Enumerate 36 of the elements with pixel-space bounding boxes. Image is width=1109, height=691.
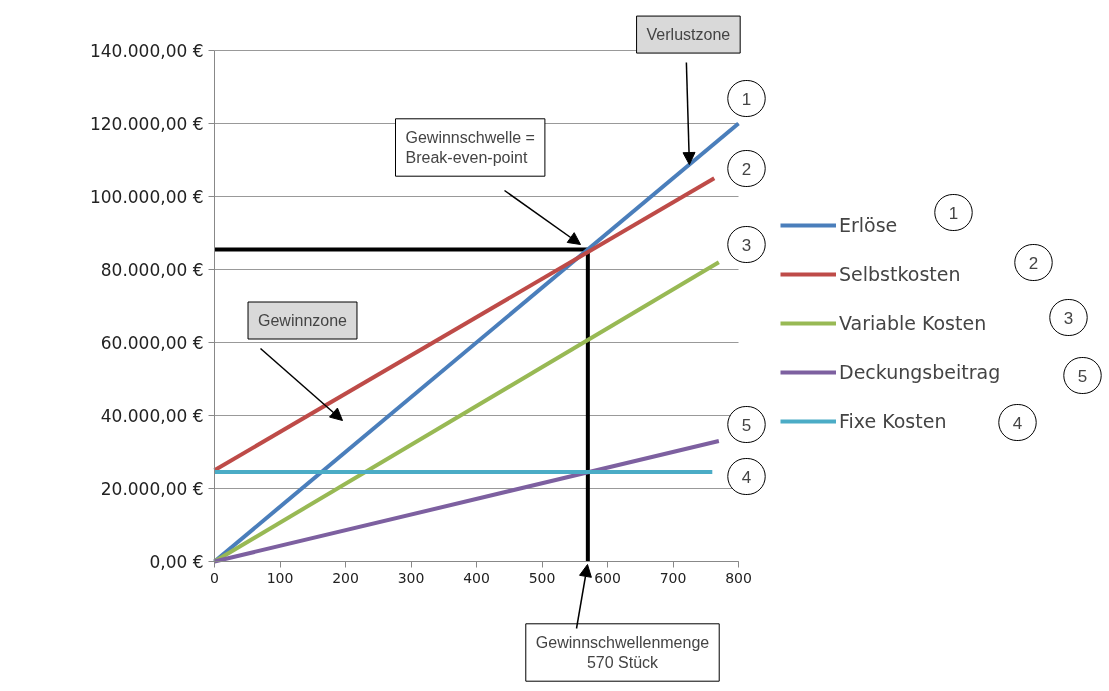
text: 4 bbox=[1012, 413, 1023, 433]
y-tick-label: 140.000,00 € bbox=[89, 40, 204, 61]
text: 3 bbox=[1063, 308, 1074, 328]
legend-label: Erlöse bbox=[839, 214, 898, 236]
x-tick-label: 400 bbox=[463, 569, 490, 586]
y-tick-label: 80.000,00 € bbox=[100, 259, 204, 280]
legend-label: Variable Kosten bbox=[839, 312, 987, 334]
x-tick-label: 200 bbox=[332, 569, 359, 586]
text: Gewinnschwellenmenge 570 Stück bbox=[535, 633, 710, 672]
text: 1 bbox=[741, 89, 752, 109]
legend-label: Selbstkosten bbox=[839, 263, 961, 285]
y-tick-label: 100.000,00 € bbox=[89, 186, 204, 207]
x-tick-label: 0 bbox=[210, 569, 219, 586]
annotation: Gewinnzone bbox=[258, 312, 348, 329]
text: 4 bbox=[741, 467, 752, 487]
y-tick-label: 20.000,00 € bbox=[100, 478, 204, 499]
x-tick-label: 500 bbox=[528, 569, 556, 586]
annotation: Verlustzone bbox=[646, 26, 731, 44]
text: 3 bbox=[741, 235, 752, 255]
x-tick-label: 600 bbox=[594, 569, 621, 586]
y-tick-label: 60.000,00 € bbox=[100, 332, 204, 353]
text: 1 bbox=[948, 203, 959, 223]
y-tick-label: 120.000,00 € bbox=[89, 113, 204, 134]
text: 2 bbox=[1028, 253, 1039, 273]
y-tick-label: 40.000,00 € bbox=[100, 405, 204, 426]
text: 5 bbox=[1077, 366, 1088, 386]
annotation: Gewinnschwelle = Break-even-point bbox=[405, 128, 535, 167]
text: 5 bbox=[741, 415, 752, 435]
legend-label: Deckungsbeitrag bbox=[839, 361, 1001, 383]
y-tick-label: 0,00 € bbox=[149, 551, 204, 572]
x-tick-label: 800 bbox=[725, 569, 752, 586]
x-tick-label: 300 bbox=[397, 569, 425, 586]
x-tick-label: 100 bbox=[266, 569, 294, 586]
text: 2 bbox=[741, 159, 752, 179]
legend-label: Fixe Kosten bbox=[839, 410, 947, 432]
x-tick-label: 700 bbox=[659, 569, 687, 586]
